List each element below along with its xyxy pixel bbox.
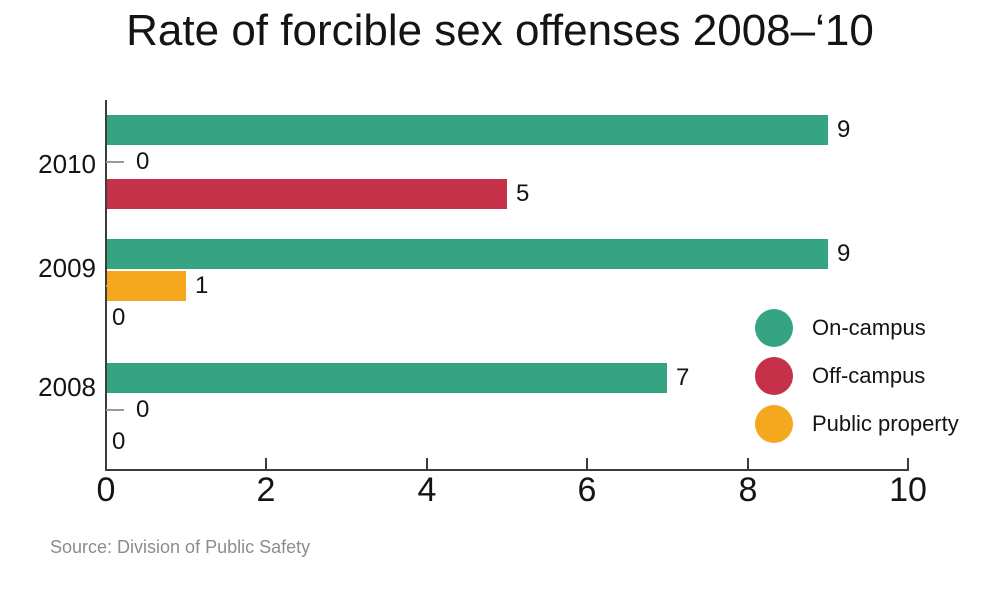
x-tick [907, 458, 909, 469]
chart-title: Rate of forcible sex offenses 2008–‘10 [126, 6, 874, 55]
legend: On-campus Off-campus Public property [755, 309, 959, 453]
source-note: Source: Division of Public Safety [50, 537, 311, 557]
legend-swatch-off-campus-icon [755, 357, 793, 395]
bar-value-label: 0 [136, 148, 150, 175]
x-tick-label: 4 [417, 471, 437, 509]
year-label-2010: 2010 [38, 149, 96, 179]
legend-label-off-campus: Off-campus [812, 363, 926, 388]
bar-value-label: 7 [676, 364, 690, 391]
legend-label-on-campus: On-campus [812, 315, 926, 340]
legend-label-public-property: Public property [812, 411, 959, 436]
x-tick [747, 458, 749, 469]
year-label-2009: 2009 [38, 253, 96, 283]
bar-on-campus-2010 [107, 115, 828, 145]
bar-off-campus-2010 [107, 179, 507, 209]
bar-value-label: 9 [837, 240, 851, 267]
legend-item-public-property: Public property [755, 405, 959, 443]
x-tick-label: 2 [256, 471, 276, 509]
bar-value-label: 9 [837, 116, 851, 143]
bar-on-campus-2008 [107, 363, 667, 393]
bar-value-label: 5 [516, 180, 530, 207]
bar-value-label: 0 [112, 428, 126, 455]
legend-item-on-campus: On-campus [755, 309, 959, 347]
bar-value-label: 0 [136, 396, 150, 423]
x-tick [265, 458, 267, 469]
x-tick [586, 458, 588, 469]
x-tick-label: 0 [96, 471, 116, 509]
x-tick-label: 6 [577, 471, 597, 509]
year-tick [106, 409, 124, 411]
bar-value-label: 0 [112, 304, 126, 331]
bar-public-property-2009 [107, 271, 186, 301]
bar-value-label: 1 [195, 272, 209, 299]
legend-item-off-campus: Off-campus [755, 357, 959, 395]
x-tick-label: 8 [738, 471, 758, 509]
x-axis [105, 469, 909, 471]
legend-swatch-on-campus-icon [755, 309, 793, 347]
bar-on-campus-2009 [107, 239, 828, 269]
x-tick-label: 10 [889, 471, 927, 509]
year-label-2008: 2008 [38, 372, 96, 402]
x-tick [426, 458, 428, 469]
legend-swatch-public-property-icon [755, 405, 793, 443]
year-tick [106, 161, 124, 163]
